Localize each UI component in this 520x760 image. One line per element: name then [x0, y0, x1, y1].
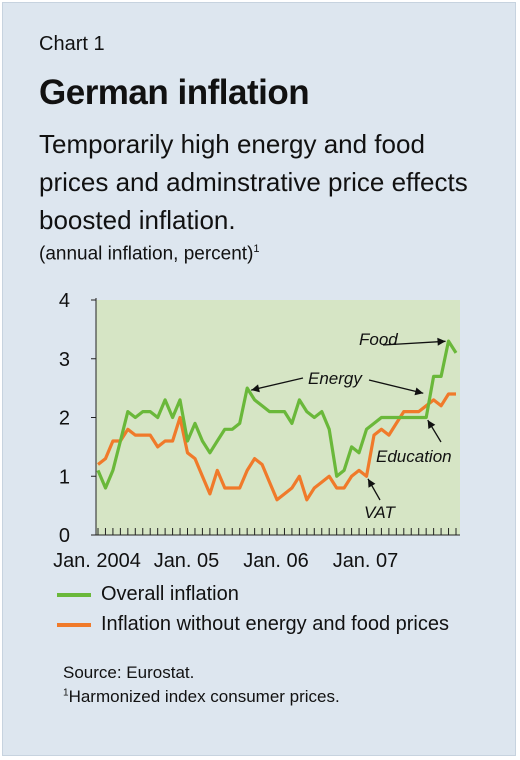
- legend-item-overall: Overall inflation: [57, 583, 239, 606]
- footnote-marker: 1: [63, 687, 69, 699]
- series-line-core: [97, 392, 456, 502]
- x-tick-label: Jan. 2004: [53, 550, 141, 572]
- chart-number: Chart 1: [39, 33, 105, 55]
- chart-subtitle: Temporarily high energy and food prices …: [39, 129, 468, 235]
- annotation-arrowhead: [251, 384, 260, 393]
- legend-item-core: Inflation without energy and food prices: [57, 613, 449, 636]
- annotation-label: Education: [376, 447, 452, 466]
- series-line-overall: [96, 339, 458, 490]
- annotation-arrowhead: [437, 337, 446, 346]
- annotation-label: VAT: [364, 503, 396, 522]
- legend-label-overall: Overall inflation: [101, 583, 239, 605]
- source-note: Source: Eurostat.: [63, 663, 195, 682]
- y-tick-label: 3: [59, 349, 70, 371]
- legend-swatch-overall: [57, 592, 91, 597]
- units-label: (annual inflation, percent)1: [39, 243, 260, 265]
- footnote: 1Harmonized index consumer prices.: [63, 687, 340, 707]
- footnote-text: Harmonized index consumer prices.: [68, 687, 340, 706]
- legend-label-core: Inflation without energy and food prices: [101, 613, 449, 635]
- annotation-label: Energy: [308, 369, 363, 388]
- y-tick-label: 2: [59, 408, 70, 430]
- y-tick-label: 4: [59, 290, 70, 312]
- annotation-arrowhead: [414, 387, 424, 396]
- legend-swatch-core: [57, 622, 91, 627]
- units-text: (annual inflation, percent): [39, 243, 254, 265]
- annotation-arrow: [251, 377, 304, 391]
- y-tick-label: 0: [59, 525, 70, 547]
- x-tick-label: Jan. 05: [154, 550, 220, 572]
- x-tick-label: Jan. 07: [333, 550, 399, 572]
- y-tick-label: 1: [59, 466, 70, 488]
- annotation-arrowhead: [368, 478, 376, 488]
- x-tick-label: Jan. 06: [243, 550, 309, 572]
- annotation-arrow: [368, 379, 424, 394]
- annotation-arrow: [382, 340, 446, 346]
- chart-title: German inflation: [39, 73, 310, 112]
- units-note-marker: 1: [253, 243, 260, 255]
- annotation-arrowhead: [427, 420, 436, 429]
- annotation-label: Food: [359, 330, 398, 349]
